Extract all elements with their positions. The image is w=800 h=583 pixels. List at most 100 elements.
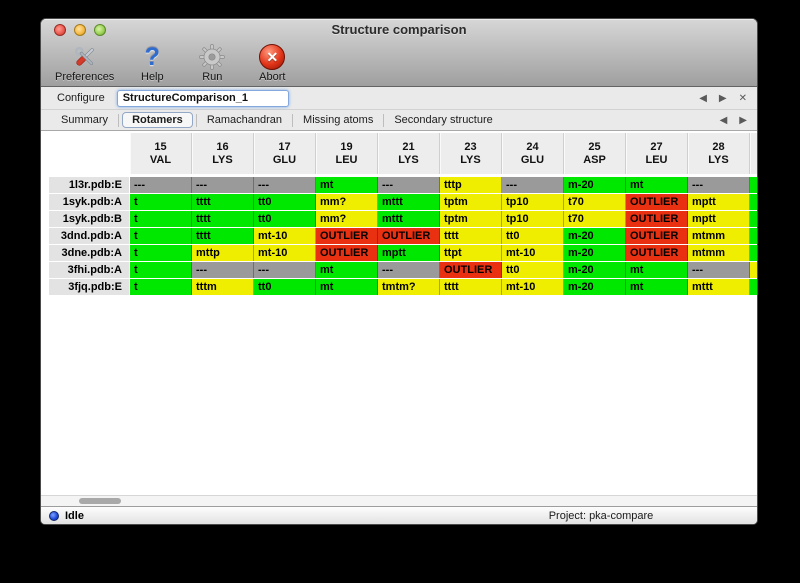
table-cell[interactable]: tptm	[440, 211, 502, 227]
table-cell[interactable]: ---	[254, 177, 316, 193]
table-cell[interactable]: mt	[626, 279, 688, 295]
table-cell[interactable]: t	[130, 228, 192, 244]
table-cell[interactable]: ---	[130, 177, 192, 193]
table-cell[interactable]: m-20	[564, 262, 626, 278]
table-cell[interactable]: t70	[564, 194, 626, 210]
table-cell[interactable]: mttt	[378, 194, 440, 210]
table-cell[interactable]: mt	[316, 262, 378, 278]
table-cell[interactable]: tp10	[502, 194, 564, 210]
table-cell[interactable]: ---	[688, 177, 750, 193]
table-cell-partial[interactable]	[750, 228, 757, 244]
table-cell[interactable]: mptt	[688, 194, 750, 210]
title-bar[interactable]: Structure comparison	[41, 19, 757, 41]
table-cell[interactable]: OUTLIER	[378, 228, 440, 244]
table-cell[interactable]: m-20	[564, 245, 626, 261]
table-cell[interactable]: OUTLIER	[316, 245, 378, 261]
tab-secondary-structure[interactable]: Secondary structure	[394, 114, 493, 126]
table-cell[interactable]: mm?	[316, 211, 378, 227]
table-cell[interactable]: mptt	[378, 245, 440, 261]
table-cell[interactable]: mttp	[192, 245, 254, 261]
minimize-window-button[interactable]	[74, 24, 86, 36]
table-cell[interactable]: OUTLIER	[626, 211, 688, 227]
abort-button[interactable]: ✕ Abort	[250, 42, 294, 83]
table-cell[interactable]: OUTLIER	[626, 245, 688, 261]
next-config-button[interactable]: ▶	[718, 92, 727, 104]
table-cell[interactable]: ---	[688, 262, 750, 278]
table-cell[interactable]: t	[130, 245, 192, 261]
table-cell[interactable]: mt	[626, 177, 688, 193]
row-label[interactable]: 3fjq.pdb:E	[49, 279, 129, 295]
table-cell[interactable]: t	[130, 211, 192, 227]
table-cell[interactable]: mt-10	[254, 228, 316, 244]
table-cell-partial[interactable]	[750, 262, 757, 278]
table-cell[interactable]: OUTLIER	[626, 228, 688, 244]
preferences-button[interactable]: Preferences	[55, 42, 114, 83]
table-cell[interactable]: OUTLIER	[626, 194, 688, 210]
next-tab-button[interactable]: ▶	[739, 114, 747, 126]
help-button[interactable]: ? Help	[130, 42, 174, 83]
table-cell-partial[interactable]	[750, 177, 757, 193]
close-config-button[interactable]: ✕	[738, 92, 747, 104]
table-cell[interactable]: ttpt	[440, 245, 502, 261]
prev-tab-button[interactable]: ◀	[719, 114, 728, 126]
table-cell[interactable]: mt-10	[502, 245, 564, 261]
tab-missing-atoms[interactable]: Missing atoms	[303, 114, 374, 126]
table-cell[interactable]: ---	[192, 177, 254, 193]
tab-summary[interactable]: Summary	[61, 114, 109, 126]
table-cell[interactable]: OUTLIER	[440, 262, 502, 278]
horizontal-scrollbar[interactable]	[41, 495, 757, 506]
table-cell[interactable]: ---	[378, 177, 440, 193]
table-cell[interactable]: mm?	[316, 194, 378, 210]
table-cell[interactable]: tttt	[440, 279, 502, 295]
table-cell[interactable]: OUTLIER	[316, 228, 378, 244]
row-label[interactable]: 3dne.pdb:A	[49, 245, 129, 261]
table-cell[interactable]: tt0	[254, 194, 316, 210]
table-cell[interactable]: tttt	[440, 228, 502, 244]
prev-config-button[interactable]: ◀	[699, 92, 707, 104]
row-label[interactable]: 3dnd.pdb:A	[49, 228, 129, 244]
row-label[interactable]: 1l3r.pdb:E	[49, 177, 129, 193]
table-cell[interactable]: ---	[378, 262, 440, 278]
table-cell[interactable]: tttt	[192, 194, 254, 210]
tab-ramachandran[interactable]: Ramachandran	[206, 114, 283, 126]
table-cell[interactable]: tptm	[440, 194, 502, 210]
table-cell[interactable]: tt0	[254, 211, 316, 227]
table-cell[interactable]: tttt	[192, 228, 254, 244]
run-button[interactable]: Run	[190, 42, 234, 83]
table-cell[interactable]: ---	[192, 262, 254, 278]
table-cell[interactable]: m-20	[564, 279, 626, 295]
table-cell[interactable]: tt0	[502, 228, 564, 244]
table-cell[interactable]: mtmm	[688, 245, 750, 261]
table-cell[interactable]: mttt	[378, 211, 440, 227]
table-cell[interactable]: tttt	[192, 211, 254, 227]
table-cell-partial[interactable]	[750, 194, 757, 210]
row-label[interactable]: 1syk.pdb:B	[49, 211, 129, 227]
table-cell[interactable]: mt	[316, 279, 378, 295]
row-label[interactable]: 1syk.pdb:A	[49, 194, 129, 210]
table-cell[interactable]: mt-10	[254, 245, 316, 261]
configure-name-input[interactable]	[116, 89, 289, 107]
table-cell[interactable]: tt0	[502, 262, 564, 278]
table-cell[interactable]: mttt	[688, 279, 750, 295]
table-cell[interactable]: m-20	[564, 228, 626, 244]
table-cell[interactable]: t	[130, 262, 192, 278]
scrollbar-thumb[interactable]	[79, 498, 121, 504]
table-cell[interactable]: tttm	[192, 279, 254, 295]
table-cell[interactable]: ---	[502, 177, 564, 193]
table-cell[interactable]: m-20	[564, 177, 626, 193]
table-cell-partial[interactable]	[750, 279, 757, 295]
table-cell[interactable]: mt	[626, 262, 688, 278]
table-cell[interactable]: ---	[254, 262, 316, 278]
table-cell[interactable]: t70	[564, 211, 626, 227]
table-cell-partial[interactable]	[750, 245, 757, 261]
table-cell-partial[interactable]	[750, 211, 757, 227]
table-cell[interactable]: mt	[316, 177, 378, 193]
table-cell[interactable]: mt-10	[502, 279, 564, 295]
row-label[interactable]: 3fhi.pdb:A	[49, 262, 129, 278]
table-cell[interactable]: t	[130, 279, 192, 295]
table-cell[interactable]: tttp	[440, 177, 502, 193]
table-cell[interactable]: mptt	[688, 211, 750, 227]
table-cell[interactable]: tmtm?	[378, 279, 440, 295]
table-cell[interactable]: tp10	[502, 211, 564, 227]
table-cell[interactable]: tt0	[254, 279, 316, 295]
